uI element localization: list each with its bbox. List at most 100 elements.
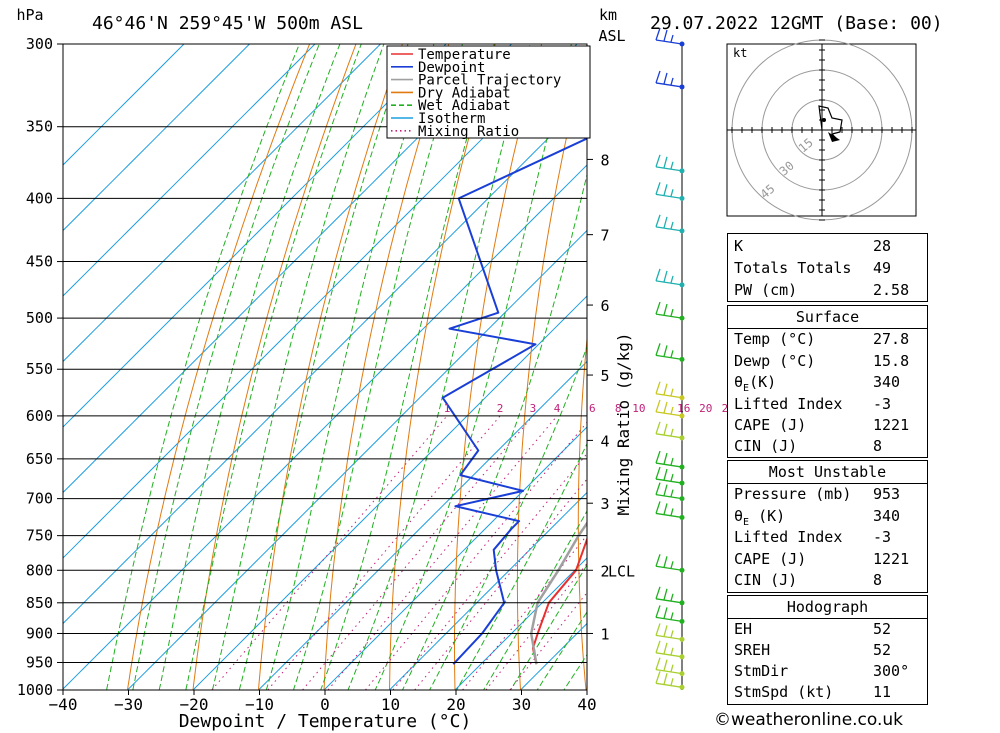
- indices-panel: K 28 Totals Totals 49 PW (cm) 2.58: [727, 233, 928, 302]
- wet-adiabat-line: [265, 44, 435, 690]
- k-index-value: 28: [873, 237, 892, 255]
- surface-cape-value: 1221: [873, 416, 910, 434]
- legend-entry: Isotherm: [418, 111, 485, 127]
- wind-barb-shaft: [655, 640, 683, 658]
- mixing-ratio-label: 8: [615, 402, 622, 415]
- height-tick-label: 2: [600, 562, 609, 580]
- wind-barb: [655, 671, 685, 690]
- wind-barb: [655, 182, 685, 201]
- eh-label: EH: [734, 620, 753, 638]
- pressure-tick-label: 300: [26, 35, 53, 53]
- wind-barb: [655, 214, 685, 234]
- isotherm-line: [63, 44, 251, 232]
- copyright-link[interactable]: ©weatheronline.co.uk: [714, 710, 904, 730]
- height-tick-label: 5: [600, 367, 609, 385]
- wind-barb: [655, 554, 685, 573]
- stmdir-label: StmDir: [734, 662, 789, 680]
- wind-barb: [655, 301, 685, 321]
- most-unstable-title: Most Unstable: [768, 463, 887, 481]
- dry-adiabat-line: [957, 7, 1000, 716]
- mu-thetae-label: θE (K): [734, 507, 786, 528]
- wind-barb-shaft: [655, 301, 683, 319]
- wind-barb: [655, 154, 685, 174]
- mixing-ratio-label: 2: [497, 402, 504, 415]
- stmspd-value: 11: [873, 683, 892, 701]
- pressure-tick-label: 600: [26, 407, 53, 425]
- wind-barb-shaft: [655, 27, 683, 45]
- height-tick-label: 7: [600, 227, 609, 245]
- wind-barb-shaft: [655, 399, 683, 417]
- legend-entry: Dry Adiabat: [418, 85, 511, 101]
- mu-li-value: -3: [873, 528, 892, 546]
- wind-barb-shaft: [655, 657, 683, 675]
- legend-entry: Dewpoint: [418, 60, 485, 76]
- pressure-tick-label: 950: [26, 653, 53, 671]
- pressure-tick-label: 800: [26, 561, 53, 579]
- surface-cin-label: CIN (J): [734, 437, 798, 455]
- dry-adiabat-line: [192, 44, 357, 690]
- wind-barb: [655, 268, 685, 288]
- x-tick-label: −30: [114, 695, 143, 714]
- x-tick-label: −10: [245, 695, 274, 714]
- wet-adiabat-line: [401, 172, 587, 690]
- isotherm-line: [63, 98, 587, 625]
- legend-entry: Temperature: [418, 47, 511, 63]
- surface-cin-value: 8: [873, 437, 883, 455]
- dry-adiabat-line: [388, 44, 496, 690]
- height-tick-label: 8: [600, 151, 609, 169]
- mixing-ratio-label: 4: [554, 402, 561, 415]
- legend-entry: Mixing Ratio: [418, 124, 519, 140]
- pressure-tick-label: 550: [26, 360, 53, 378]
- plot-frame: [62, 43, 588, 691]
- mixing-ratio-label: 6: [589, 402, 596, 415]
- wet-adiabat-line: [158, 44, 341, 690]
- pressure-tick-label: 900: [26, 624, 53, 642]
- isotherm-line: [388, 491, 587, 690]
- wind-barb: [655, 27, 685, 47]
- wet-adiabat-line: [374, 44, 572, 690]
- isotherm-line: [63, 44, 316, 297]
- wind-barb: [655, 640, 685, 660]
- wind-barb-shaft: [655, 214, 683, 232]
- wet-adiabat-line: [536, 611, 587, 690]
- isotherm-line: [323, 426, 587, 690]
- stmspd-label: StmSpd (kt): [734, 683, 834, 701]
- wind-barb: [655, 343, 685, 362]
- hodograph-arrow: [828, 132, 840, 142]
- wet-adiabat-line: [238, 44, 409, 690]
- wet-adiabat-line: [185, 44, 362, 690]
- pressure-unit-label: hPa: [16, 6, 43, 24]
- pressure-tick-label: 500: [26, 309, 53, 327]
- eh-value: 52: [873, 620, 892, 638]
- x-tick-label: 0: [320, 695, 330, 714]
- height-tick-label: 4: [600, 432, 609, 450]
- wind-barb-shaft: [655, 268, 683, 286]
- height-tick-label: 1: [600, 625, 609, 643]
- wind-barb-shaft: [655, 501, 683, 519]
- datetime-title: 29.07.2022 12GMT (Base: 00): [650, 13, 943, 34]
- wet-adiabat-line: [132, 44, 320, 690]
- mu-thetae-value: 340: [873, 507, 901, 525]
- mu-cape-label: CAPE (J): [734, 550, 807, 568]
- totals-totals-value: 49: [873, 259, 892, 277]
- hodograph-stats-panel: Hodograph EH 52 SREH 52 StmDir 300° StmS…: [727, 595, 928, 705]
- surface-temp-label: Temp (°C): [734, 330, 816, 348]
- hodograph-unit-label: kt: [733, 46, 747, 60]
- wind-barb-shaft: [655, 70, 683, 88]
- mixing-ratio-line: [414, 478, 587, 690]
- surface-thetae-label: θE(K): [734, 373, 777, 394]
- wet-adiabat-line: [483, 510, 587, 690]
- surface-dewp-value: 15.8: [873, 352, 910, 370]
- mixing-ratio-label: 16: [677, 402, 690, 415]
- x-tick-label: −40: [49, 695, 78, 714]
- dry-adiabat-line: [577, 333, 587, 690]
- x-tick-label: 10: [381, 695, 400, 714]
- pressure-tick-label: 1000: [17, 681, 53, 699]
- height-unit-label: km: [599, 6, 617, 24]
- surface-li-value: -3: [873, 395, 892, 413]
- surface-li-label: Lifted Index: [734, 395, 843, 413]
- wind-barb: [655, 421, 685, 441]
- mixing-ratio-line: [365, 421, 587, 690]
- series-dewpoint-line: [441, 137, 587, 665]
